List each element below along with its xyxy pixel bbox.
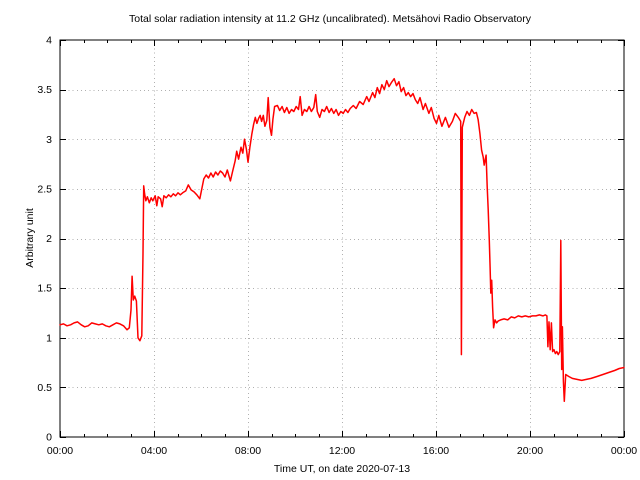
y-tick-label: 2 <box>46 233 52 245</box>
y-tick-label: 3.5 <box>37 84 52 96</box>
x-tick-label: 08:00 <box>235 445 261 457</box>
x-tick-label: 00:00 <box>47 445 73 457</box>
y-tick-label: 3 <box>46 134 52 146</box>
x-tick-label: 00:00 <box>611 445 637 457</box>
y-tick-label: 1.5 <box>37 283 52 295</box>
y-tick-label: 2.5 <box>37 183 52 195</box>
chart-title: Total solar radiation intensity at 11.2 … <box>129 13 531 25</box>
data-line <box>59 77 625 403</box>
y-tick-label: 1 <box>46 332 52 344</box>
x-tick-label: 12:00 <box>329 445 355 457</box>
y-tick-label: 0.5 <box>37 382 52 394</box>
x-tick-label: 20:00 <box>517 445 543 457</box>
x-tick-label: 04:00 <box>141 445 167 457</box>
x-axis-label: Time UT, on date 2020-07-13 <box>273 463 411 475</box>
x-tick-label: 16:00 <box>423 445 449 457</box>
y-tick-label: 4 <box>46 35 52 47</box>
y-tick-label: 0 <box>46 432 52 444</box>
